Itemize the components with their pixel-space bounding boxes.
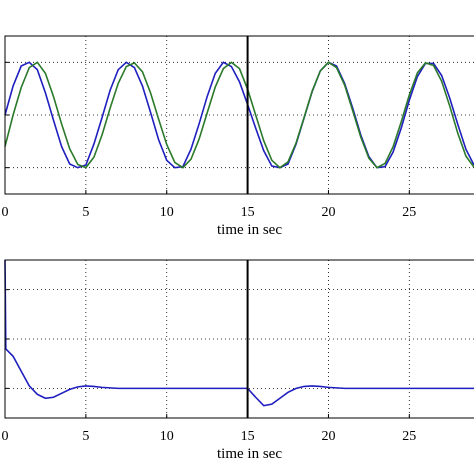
series-line-0 [4,259,474,407]
x-tick-label: 15 [241,205,255,220]
bottom-chart-panel: 0 5 10 15 20 25 time in sec [2,259,474,462]
x-tick-label: 5 [82,429,89,444]
series-line-1 [4,61,474,169]
top-chart-panel: 0 5 10 15 20 25 time in sec [2,35,474,238]
x-axis-label: time in sec [217,446,282,462]
x-axis-label: time in sec [217,222,282,238]
x-tick-label: 25 [402,205,416,220]
axes-frame [4,259,474,419]
x-tick-label: 10 [160,429,174,444]
x-tick-label: 20 [321,429,335,444]
x-tick-label: 20 [321,205,335,220]
x-tick-label: 0 [2,205,9,220]
x-tick-label: 5 [82,205,89,220]
x-tick-label: 15 [241,429,255,444]
x-tick-label: 10 [160,205,174,220]
x-tick-label: 0 [2,429,9,444]
x-tick-label: 25 [402,429,416,444]
